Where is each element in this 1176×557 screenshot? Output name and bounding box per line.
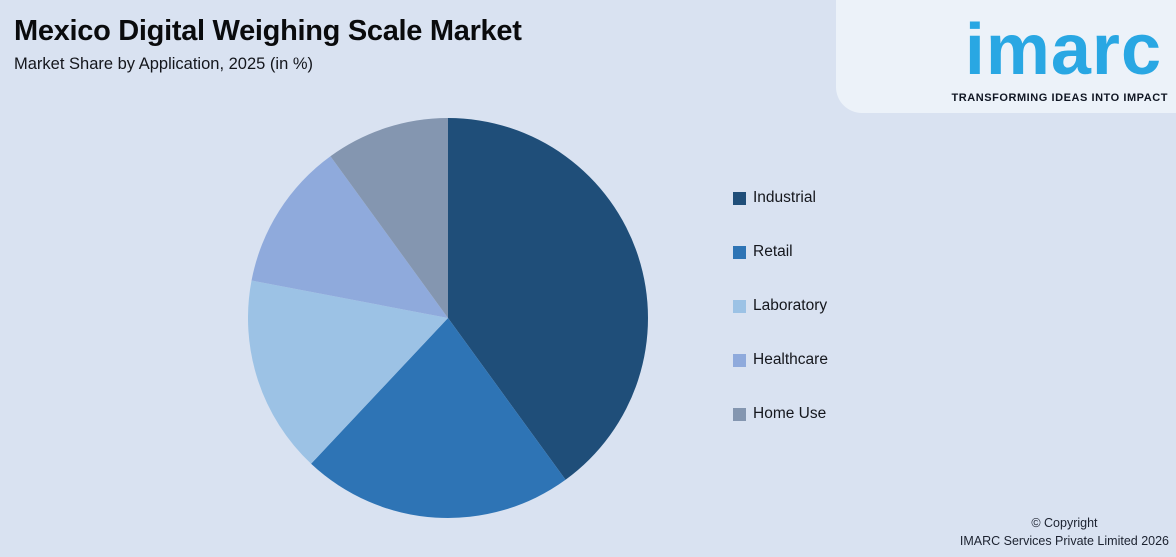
chart-legend: Industrial Retail Laboratory Healthcare …	[733, 188, 828, 458]
copyright-line1: © Copyright	[1031, 515, 1098, 530]
legend-label-home-use: Home Use	[753, 405, 827, 422]
legend-item-laboratory: Laboratory	[733, 296, 828, 316]
legend-item-home-use: Home Use	[733, 404, 828, 424]
legend-swatch-retail	[733, 245, 746, 259]
copyright-line2: IMARC Services Private Limited 2026	[959, 533, 1169, 548]
pie-slice-home-use	[330, 118, 448, 318]
pie-slice-laboratory	[248, 280, 448, 464]
pie-slice-industrial	[448, 118, 648, 480]
imarc-logo-card: imarc TRANSFORMING IDEAS INTO IMPACT	[836, 0, 1176, 113]
copyright-notice: © Copyright IMARC Services Private Limit…	[960, 514, 1169, 550]
legend-swatch-home-use	[733, 407, 746, 421]
legend-label-laboratory: Laboratory	[753, 297, 828, 314]
legend-swatch-healthcare	[733, 353, 746, 367]
chart-header: Mexico Digital Weighing Scale Market Mar…	[14, 15, 522, 74]
legend-label-industrial: Industrial	[753, 189, 816, 206]
legend-label-retail: Retail	[753, 243, 793, 260]
imarc-tagline: TRANSFORMING IDEAS INTO IMPACT	[951, 92, 1168, 104]
pie-slice-healthcare	[251, 156, 448, 318]
legend-swatch-laboratory	[733, 299, 746, 313]
legend-item-industrial: Industrial	[733, 188, 828, 208]
legend-item-retail: Retail	[733, 242, 828, 262]
legend-label-healthcare: Healthcare	[753, 351, 828, 368]
pie-chart	[248, 118, 648, 518]
imarc-logo: imarc	[964, 10, 1162, 90]
page-subtitle: Market Share by Application, 2025 (in %)	[14, 55, 313, 74]
page-title: Mexico Digital Weighing Scale Market	[14, 15, 522, 47]
pie-slice-retail	[311, 318, 566, 518]
legend-swatch-industrial	[733, 191, 746, 205]
legend-item-healthcare: Healthcare	[733, 350, 828, 370]
